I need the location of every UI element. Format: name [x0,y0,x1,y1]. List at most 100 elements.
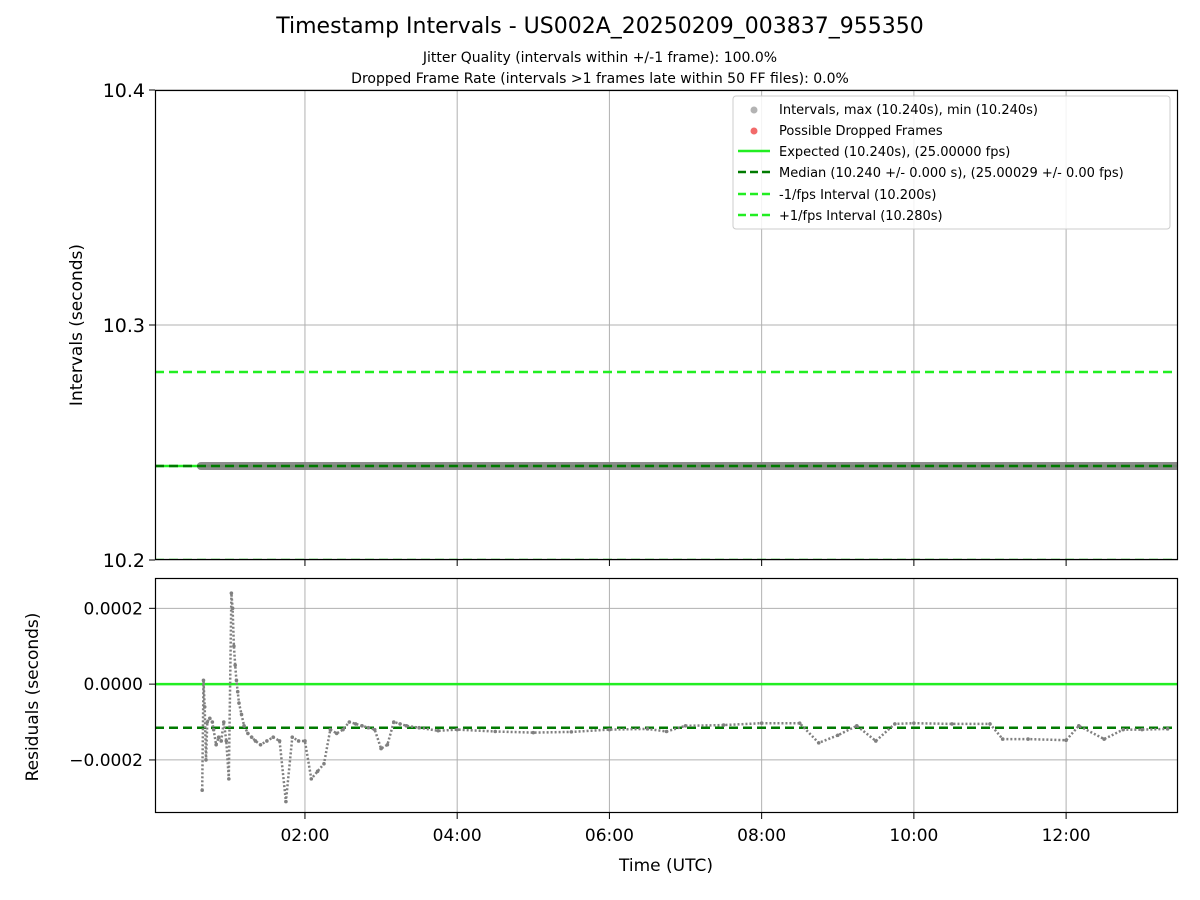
legend-intervals-marker [750,106,758,114]
intervals-x-ticks [304,560,1067,566]
residuals-y-tick-label: −0.0002 [69,751,143,771]
residual-point [721,723,726,727]
residual-point [417,725,421,730]
chart-title: Timestamp Intervals - US002A_20250209_00… [276,14,924,39]
residual-point [385,742,390,747]
residual-point [683,724,688,728]
residual-point [205,720,210,724]
residual-point [233,663,237,667]
legend-frame [732,95,1171,230]
residual-point [950,722,954,726]
residual-point [797,721,802,725]
residuals-y-tick-label: 0.0002 [84,599,143,619]
legend-intervals-label: Intervals, max (10.240s), min (10.240s) [779,103,1038,118]
intervals-series [155,370,1178,560]
x-tick-label: 12:00 [1042,826,1091,846]
residual-point [912,721,916,725]
residual-point [341,727,345,732]
residuals-series [155,591,1178,804]
chart-subtitle-dropped: Dropped Frame Rate (intervals >1 frames … [351,71,849,87]
residual-point [242,724,246,728]
legend-dropped-label: Possible Dropped Frames [779,124,943,139]
x-tick-label: 06:00 [585,826,634,846]
residual-point [493,729,498,734]
intervals-axes-frame [154,89,1179,561]
residual-point [366,725,371,730]
residual-point [322,761,326,766]
residual-point [290,735,295,739]
residuals-grid [155,578,1178,813]
x-tick-label: 04:00 [433,826,482,846]
residual-point [1121,727,1125,732]
intervals-y-tick-label: 10.4 [103,80,145,102]
residual-point [296,739,301,743]
residual-point [211,727,216,732]
residual-point [239,712,244,717]
residual-point [210,720,215,724]
intervals-y-ticks: 10.2 10.3 10.4 [103,80,155,572]
residuals-x-ticks: 02:00 04:00 06:00 08:00 10:00 12:00 [280,813,1091,846]
residual-point [221,720,226,724]
legend-expected-label: Expected (10.240s), (25.00000 fps) [779,145,1010,160]
legend-minus-fps-label: -1/fps Interval (10.200s) [779,188,936,203]
legend-dropped-marker [750,127,758,135]
residual-point [854,724,859,728]
residual-point [1076,724,1081,728]
residual-point [249,735,254,739]
residual-point [200,788,204,793]
residual-point [645,727,650,731]
residual-point [835,733,840,738]
residuals-panel: −0.0002 0.0000 0.0002 02:00 04:00 06:00 08:00… [23,577,1179,876]
residuals-y-ticks: −0.0002 0.0000 0.0002 [69,599,155,771]
residual-point [379,746,383,751]
residual-point [253,739,258,743]
residual-point [271,735,276,739]
residual-point [372,727,377,732]
residual-point [234,678,239,683]
residual-point [237,701,241,705]
residual-point [214,742,218,747]
residual-point [315,769,320,774]
x-tick-label: 02:00 [280,826,329,846]
residual-point [227,777,231,781]
residuals-y-axis-label: Residuals (seconds) [23,613,43,782]
residual-point [208,716,212,721]
intervals-panel: 10.2 10.3 10.4 Intervals (seconds) [67,80,1179,572]
residual-point [874,739,878,743]
residual-point [360,724,364,728]
residual-point [664,729,669,734]
residual-point [391,720,396,724]
x-tick-label: 08:00 [737,826,786,846]
residual-point [531,730,536,735]
residual-point [309,777,314,781]
residual-point [224,739,229,743]
residual-point [436,728,440,733]
residual-point [202,705,207,709]
residual-point [303,739,307,743]
intervals-legend: Intervals, max (10.240s), min (10.240s) … [732,95,1171,230]
residual-point [1026,737,1030,741]
residual-point [1102,737,1106,741]
residual-point [216,735,221,739]
residual-point [1140,727,1145,732]
residual-point [1165,727,1170,731]
residual-point [204,758,208,762]
residual-point [1000,737,1005,741]
residual-point [1064,738,1068,743]
residual-point [893,722,897,726]
residual-point [607,727,612,732]
residual-point [219,739,224,743]
x-axis-label: Time (UTC) [618,856,713,876]
residual-point [201,678,206,683]
residual-point [759,721,764,725]
residual-point [229,591,234,595]
residual-point [277,739,282,743]
intervals-y-tick-label: 10.2 [103,550,145,572]
x-tick-label: 10:00 [889,826,938,846]
residuals-y-tick-label: 0.0000 [84,675,143,695]
residual-point [353,722,358,726]
chart-subtitle-jitter: Jitter Quality (intervals within +/-1 fr… [422,50,778,66]
residuals-axes-frame [154,577,1179,814]
residual-point [284,799,288,804]
